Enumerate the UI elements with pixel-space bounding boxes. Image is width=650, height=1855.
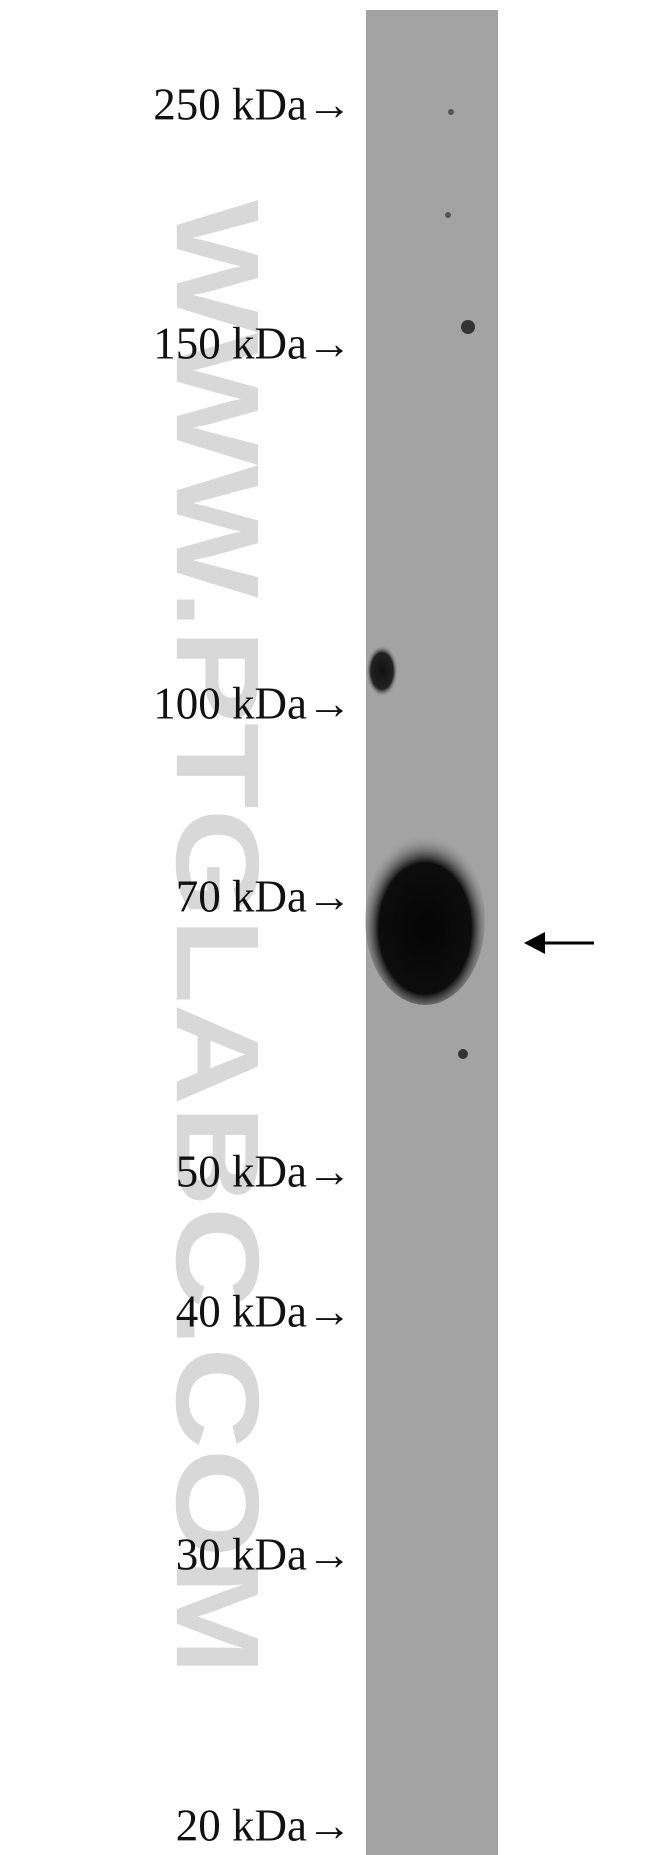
- marker-label: 150 kDa→: [153, 318, 352, 368]
- dot: [445, 212, 451, 218]
- marker-label: 70 kDa→: [176, 871, 352, 921]
- marker-label: 40 kDa→: [176, 1286, 352, 1336]
- spot: [366, 645, 398, 697]
- marker-label: 20 kDa→: [176, 1800, 352, 1850]
- dot: [461, 320, 475, 334]
- watermark: WWW.PTGLABC.COM: [151, 200, 283, 1675]
- marker-label: 30 kDa→: [176, 1529, 352, 1579]
- target-arrow: [524, 932, 594, 954]
- band: [365, 835, 485, 1005]
- dot: [448, 109, 454, 115]
- marker-label: 100 kDa→: [153, 678, 352, 728]
- marker-label: 250 kDa→: [153, 79, 352, 129]
- dot: [458, 1049, 468, 1059]
- marker-label: 50 kDa→: [176, 1146, 352, 1196]
